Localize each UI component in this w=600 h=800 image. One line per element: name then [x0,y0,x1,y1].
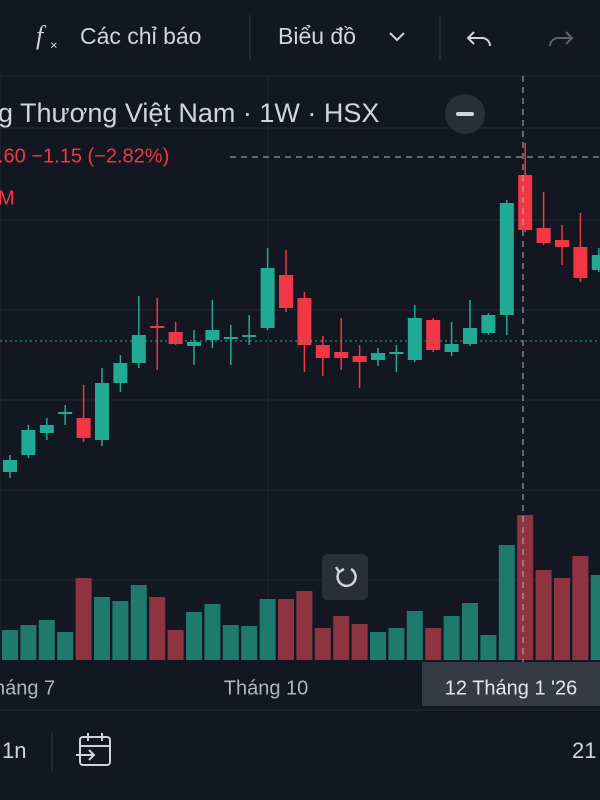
candle-body [150,326,165,328]
redo-button[interactable] [549,31,574,47]
volume-bar [186,612,202,660]
candle-body [131,335,146,363]
volume-bar [480,635,497,660]
volume-bar [167,630,184,660]
x-tick-label: háng 7 [0,677,55,699]
fx-icon[interactable]: f [36,21,47,50]
volume-bar [20,625,37,660]
candle-body [481,315,496,333]
volume-bar [75,578,92,660]
candle-body [297,298,312,345]
undo-button[interactable] [466,31,491,47]
candle-body [591,255,600,270]
candle-body [76,418,91,438]
volume-bar [38,620,55,660]
bottom-right-text: 21 [572,738,596,763]
candle-body [444,344,459,352]
volume-bar [443,616,460,660]
candle-body [334,352,349,358]
date-range-icon[interactable] [76,733,111,766]
candle-body [95,383,109,440]
candle-body [315,345,330,358]
candle-body [58,412,73,414]
volume-bar [296,591,313,660]
volume-bar [314,628,331,660]
fx-icon-x: × [50,37,58,52]
volume-bar [57,632,74,660]
reset-button[interactable] [322,554,368,600]
symbol-title: g Thương Việt Nam · 1W · HSX [0,98,379,128]
volume-bar [278,599,294,660]
volume-bar [259,599,276,660]
candle-body [463,328,477,344]
candle-body [407,318,422,360]
candle-body [536,228,551,243]
candle-body [187,342,201,346]
candle-body [573,247,588,278]
candle-body [39,425,54,433]
volume-bar [406,611,423,660]
volume-bar [351,624,368,660]
candle-body [389,352,404,354]
candle-body [260,268,275,328]
volume-bar [572,556,589,660]
volume-bar [554,578,570,660]
candle-body [113,363,128,383]
volume-bar [517,515,534,660]
collapse-icon [456,112,474,116]
candle-body [352,356,367,362]
candle-body [371,353,385,360]
volume-bar [370,632,386,660]
volume-bar [498,545,515,660]
candle-body [279,275,293,308]
reset-icon [334,566,357,588]
candle-body [426,320,441,350]
candle-body [205,330,220,340]
candle-body [499,203,514,315]
volume-bar [112,601,129,660]
volume-bar [333,616,350,660]
volume-bar [241,626,258,660]
volume-bar [388,628,405,660]
price-change: .60 −1.15 (−2.82%) [0,145,169,167]
x-tick-label: 12 Tháng 1 '26 [445,677,577,699]
crosshair-date-box [422,662,600,706]
volume-bar [425,628,442,660]
volume-bar [590,575,600,660]
volume-bar [204,604,221,660]
volume-bar [462,603,478,660]
candle-body [518,175,533,230]
volume-bar [94,597,110,660]
volume-bar [130,585,147,660]
indicators-button[interactable]: Các chỉ báo [80,23,201,49]
dropdown-icon [389,32,405,42]
candle-body [168,332,183,344]
volume-bar [2,630,18,660]
candle-body [3,460,17,472]
candle-body [242,335,257,337]
candle-body [21,430,36,455]
range-button[interactable]: 1n [2,738,26,763]
plot [2,143,600,660]
x-tick-label: Tháng 10 [224,677,309,699]
volume-label: M [0,187,15,209]
candle-body [223,337,238,339]
volume-bar [149,597,166,660]
candle-body [555,240,569,247]
chart-button[interactable]: Biểu đồ [278,23,356,49]
volume-bar [222,625,239,660]
volume-bar [535,570,552,660]
